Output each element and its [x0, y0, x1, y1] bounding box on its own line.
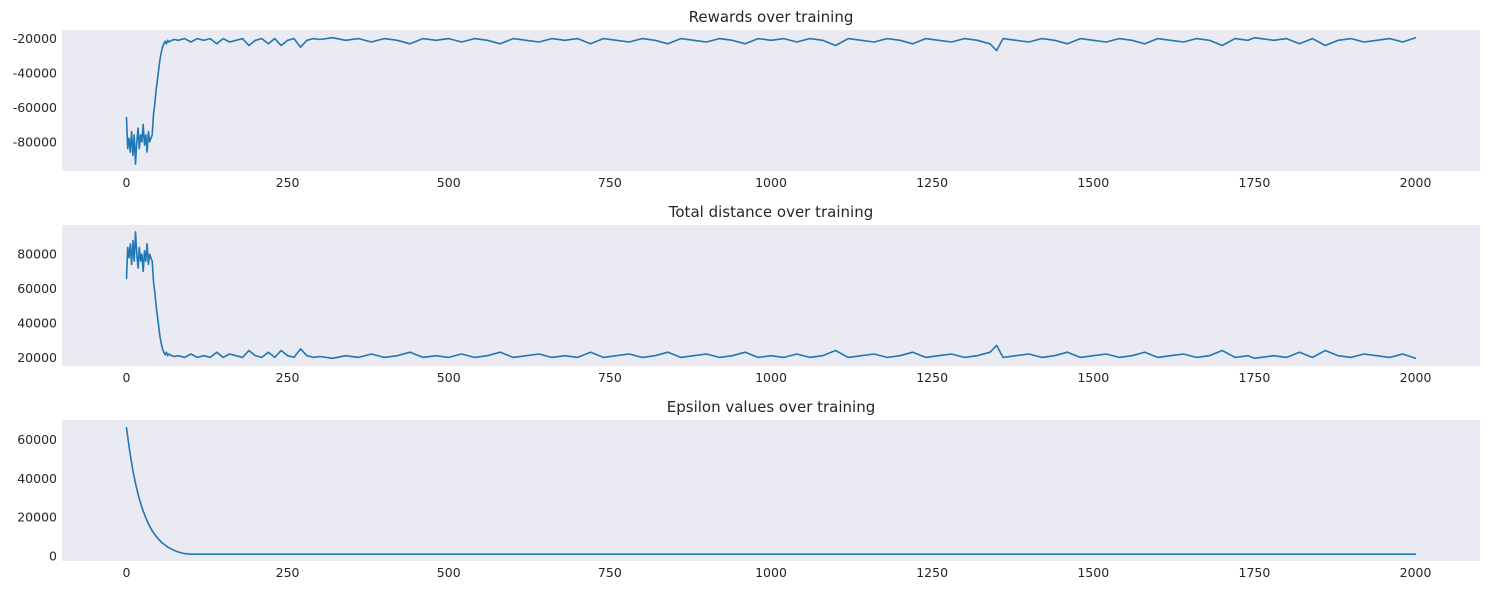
y-axis: -80000 -60000 -40000 -20000: [13, 31, 57, 149]
x-tick-label: 0: [122, 565, 130, 580]
chart-title: Rewards over training: [689, 8, 854, 26]
y-tick-label: 20000: [17, 510, 57, 525]
y-axis: 20000 40000 60000 80000: [17, 247, 57, 365]
y-tick-label: 60000: [17, 281, 57, 296]
y-tick-label: 0: [49, 549, 57, 564]
x-tick-label: 1000: [755, 565, 787, 580]
x-tick-label: 2000: [1400, 565, 1432, 580]
series-line: [125, 36, 1417, 165]
x-axis: 0 250 500 750 1000 1250 1500 1750 2000: [122, 175, 1431, 190]
x-tick-label: 1750: [1239, 565, 1271, 580]
x-axis: 0 250 500 750 1000 1250 1500 1750 2000: [122, 370, 1431, 385]
y-tick-label: -40000: [13, 65, 57, 80]
x-tick-label: 1500: [1077, 175, 1109, 190]
x-tick-label: 500: [437, 565, 461, 580]
y-tick-label: 40000: [17, 471, 57, 486]
x-tick-label: 1250: [916, 370, 948, 385]
y-tick-label: 80000: [17, 247, 57, 262]
x-tick-label: 2000: [1400, 370, 1432, 385]
x-tick-label: 500: [437, 175, 461, 190]
x-tick-label: 1000: [755, 175, 787, 190]
y-axis: 0 20000 40000 60000: [17, 432, 57, 564]
epsilon-values-subplot: Epsilon values over training 0 250 500 750 1…: [17, 398, 1480, 580]
x-tick-label: 500: [437, 370, 461, 385]
total-distance-subplot: Total distance over training 0 250 500 750 1…: [17, 203, 1480, 385]
x-tick-label: 1250: [916, 565, 948, 580]
rewards-subplot: Rewards over training 0 250 500 750 1000 1250…: [13, 8, 1480, 190]
plot-area: [62, 420, 1480, 561]
chart-title: Epsilon values over training: [667, 398, 875, 416]
chart-title: Total distance over training: [668, 203, 873, 221]
y-tick-label: -20000: [13, 31, 57, 46]
x-tick-label: 2000: [1400, 175, 1432, 190]
y-tick-label: -80000: [13, 134, 57, 149]
x-tick-label: 1500: [1077, 565, 1109, 580]
series-line: [125, 426, 1417, 556]
y-tick-label: -60000: [13, 100, 57, 115]
x-tick-label: 750: [598, 370, 622, 385]
x-tick-label: 1750: [1239, 175, 1271, 190]
x-tick-label: 250: [276, 565, 300, 580]
x-tick-label: 0: [122, 175, 130, 190]
plot-area: [62, 225, 1480, 366]
series-group: [125, 426, 1417, 556]
series-group: [125, 36, 1417, 165]
y-tick-label: 20000: [17, 350, 57, 365]
x-tick-label: 250: [276, 370, 300, 385]
x-tick-label: 1000: [755, 370, 787, 385]
x-tick-label: 1250: [916, 175, 948, 190]
series-group: [125, 231, 1417, 360]
y-tick-label: 60000: [17, 432, 57, 447]
series-line: [125, 231, 1417, 360]
x-tick-label: 750: [598, 175, 622, 190]
x-tick-label: 250: [276, 175, 300, 190]
x-tick-label: 1500: [1077, 370, 1109, 385]
plot-area: [62, 30, 1480, 171]
x-axis: 0 250 500 750 1000 1250 1500 1750 2000: [122, 565, 1431, 580]
x-tick-label: 1750: [1239, 370, 1271, 385]
x-tick-label: 0: [122, 370, 130, 385]
y-tick-label: 40000: [17, 316, 57, 331]
x-tick-label: 750: [598, 565, 622, 580]
